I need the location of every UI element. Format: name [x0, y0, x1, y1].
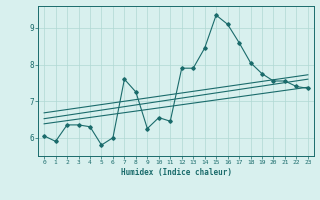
X-axis label: Humidex (Indice chaleur): Humidex (Indice chaleur): [121, 168, 231, 177]
